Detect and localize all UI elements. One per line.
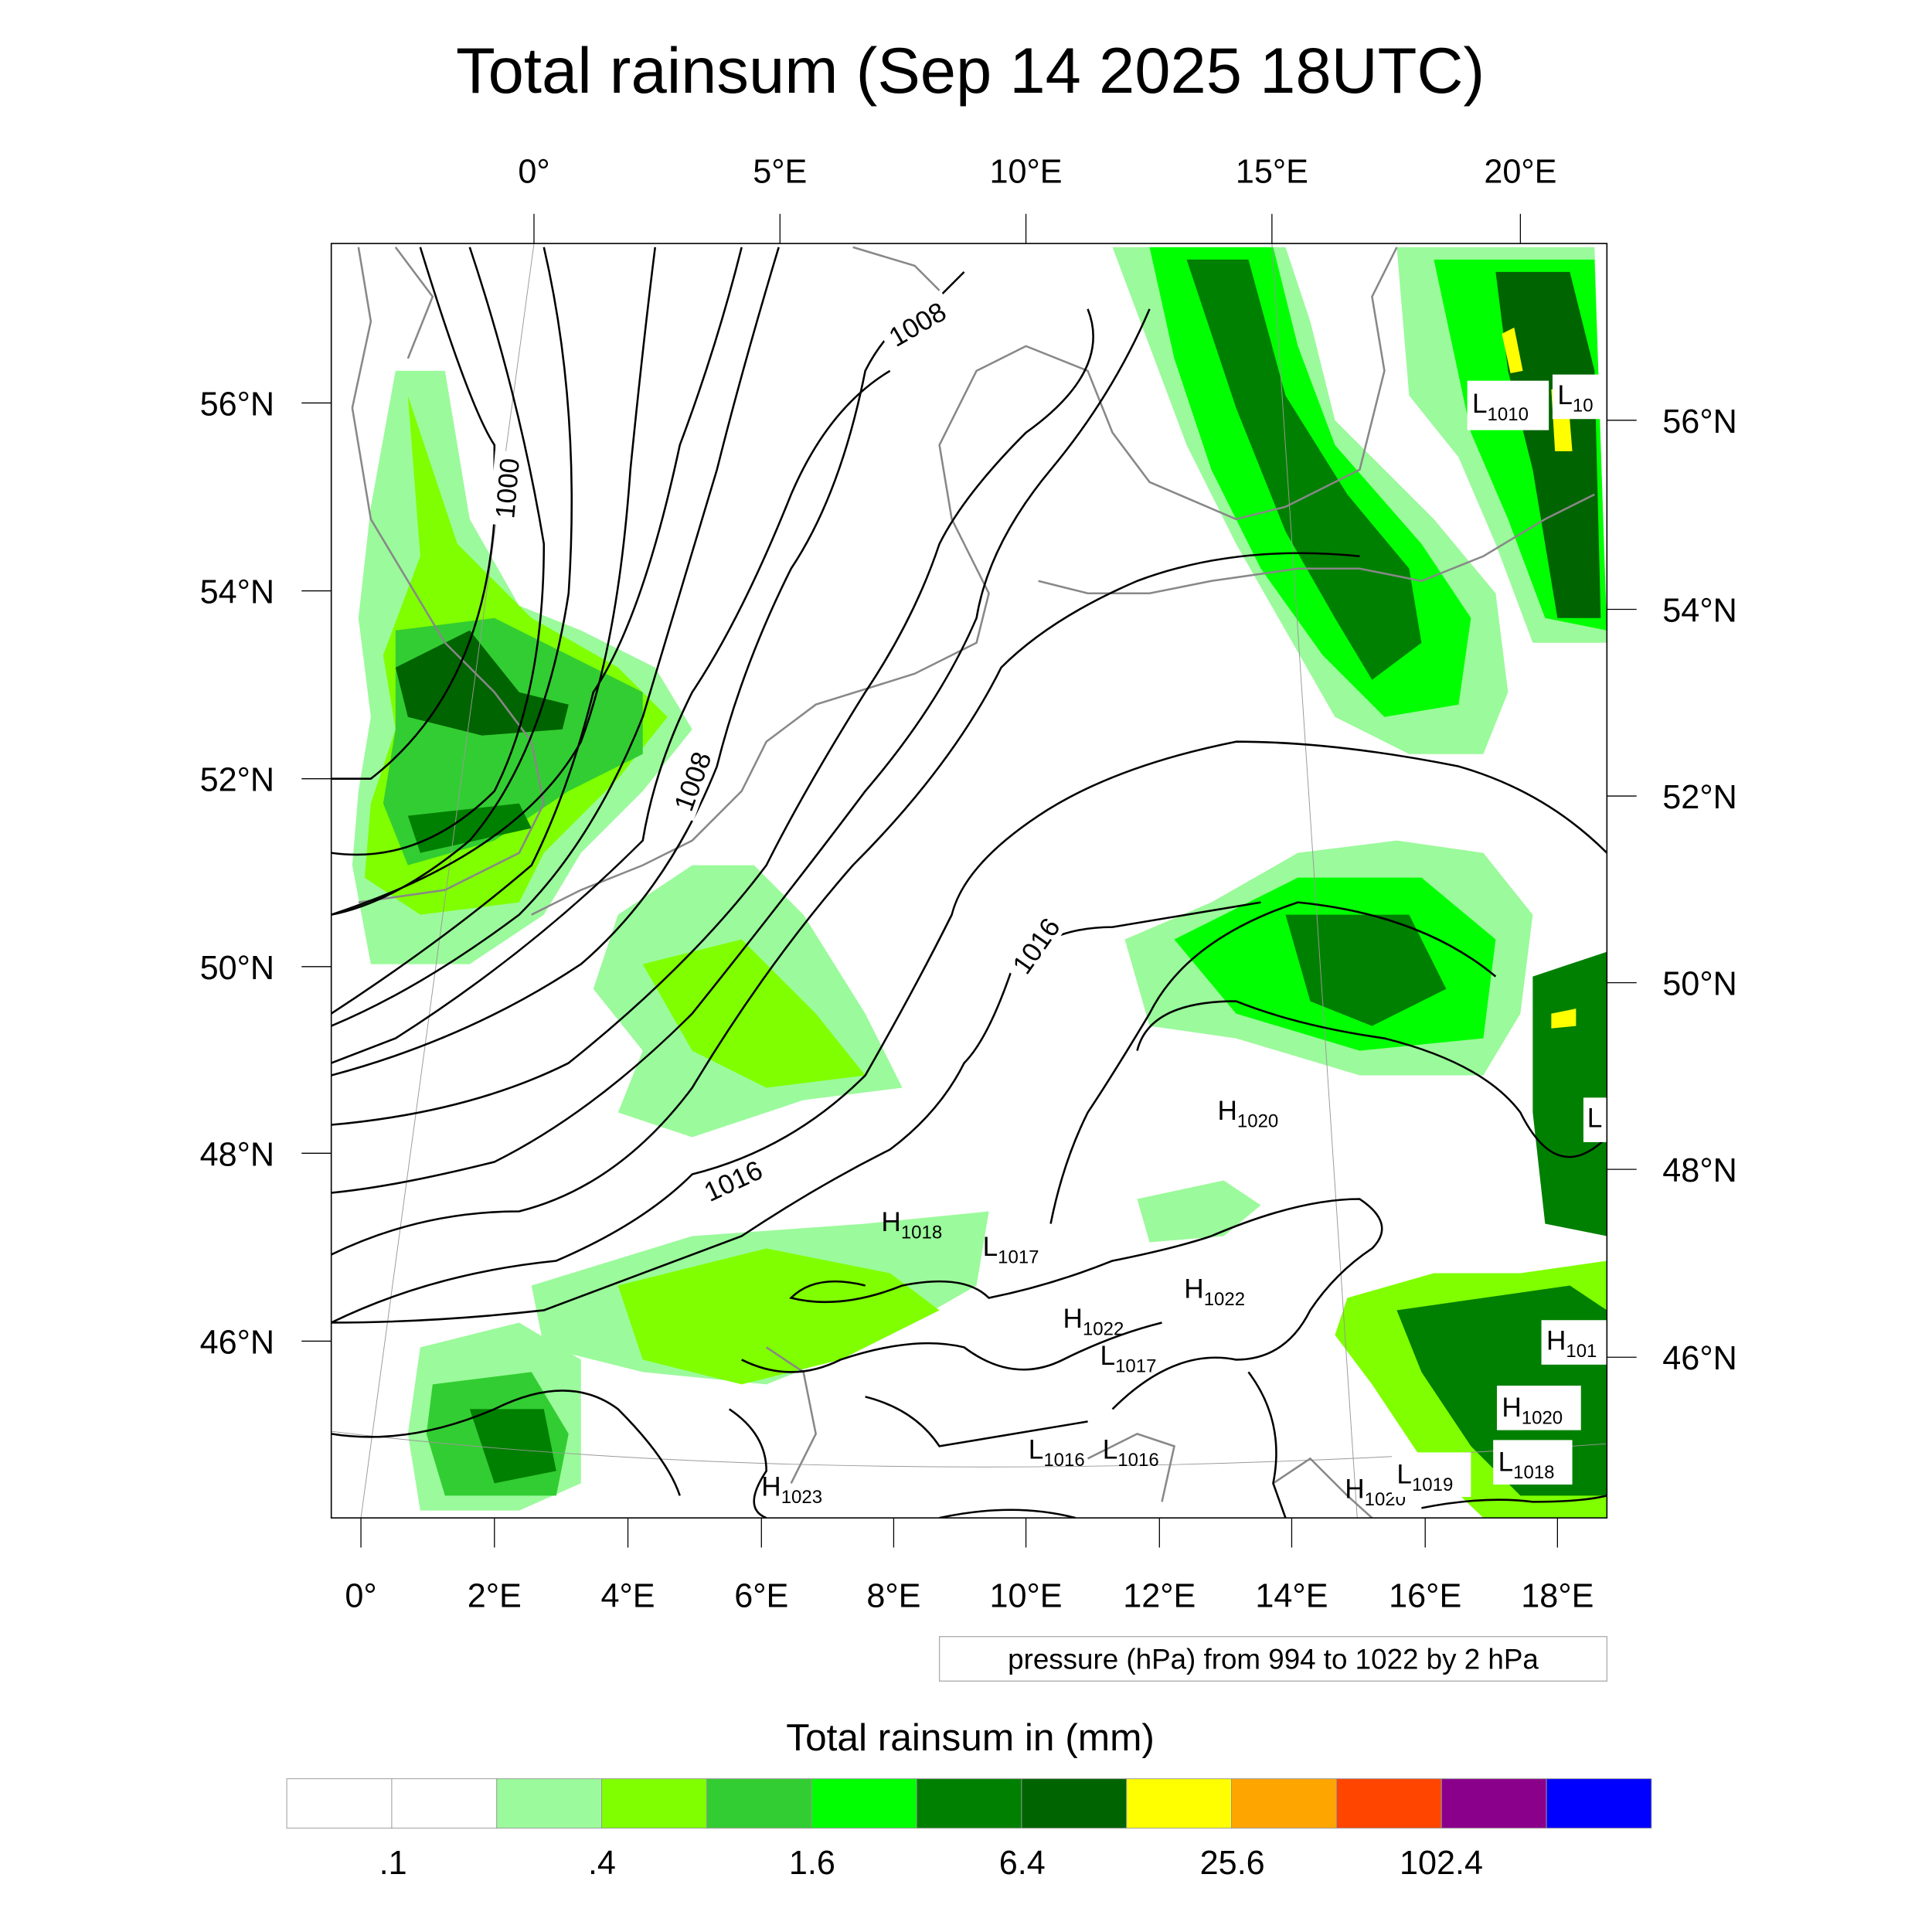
- colorbar-label: 1.6: [789, 1845, 835, 1882]
- rain-area-czech-dark: [1285, 914, 1447, 1026]
- bottom-tick-label: 12°E: [1123, 1577, 1196, 1614]
- bottom-tick-label: 14°E: [1255, 1577, 1328, 1614]
- contour-label: 1000: [490, 457, 526, 519]
- left-tick-label: 52°N: [200, 762, 274, 799]
- rain-area-alps-mid: [617, 1248, 940, 1385]
- pressure-center-label: L1018: [1498, 1447, 1555, 1483]
- top-tick-label: 0°: [518, 154, 549, 191]
- left-tick-label: 54°N: [200, 574, 274, 611]
- colorbar: Total rainsum in (mm) .1 .4 1.6 6.4 25.6…: [286, 1716, 1652, 1882]
- left-tick-label: 56°N: [200, 386, 274, 423]
- pressure-center-label: L1016: [1103, 1434, 1159, 1471]
- rain-area-baltic-dark: [1186, 259, 1422, 680]
- rain-area-austria: [1137, 1180, 1261, 1243]
- left-tick-label: 50°N: [200, 950, 274, 987]
- top-tick-label: 10°E: [990, 154, 1063, 191]
- bottom-tick-label: 0°: [345, 1577, 376, 1614]
- colorbar-label: .4: [588, 1845, 616, 1882]
- rain-area-france-mid: [642, 939, 866, 1088]
- right-axis: 56°N 54°N 52°N 50°N 48°N 46°N: [1607, 403, 1737, 1377]
- chart-title: Total rainsum (Sep 14 2025 18UTC): [456, 35, 1485, 107]
- top-tick-label: 20°E: [1484, 154, 1556, 191]
- bottom-axis: 0° 2°E 4°E 6°E 8°E 10°E 12°E 14°E 16°E 1…: [345, 1518, 1594, 1614]
- colorbar-box: [1546, 1778, 1652, 1829]
- pressure-center-label: L: [1587, 1104, 1603, 1134]
- rain-area-uk-band: [407, 803, 532, 853]
- bottom-tick-label: 2°E: [468, 1577, 522, 1614]
- colorbar-box: [1021, 1778, 1128, 1829]
- map-frame: [330, 243, 1608, 1519]
- left-axis: 56°N 54°N 52°N 50°N 48°N 46°N: [200, 386, 332, 1361]
- coastlines: [351, 246, 1595, 1519]
- colorbar-box: [916, 1778, 1022, 1829]
- bottom-tick-label: 4°E: [601, 1577, 655, 1614]
- right-tick-label: 56°N: [1662, 403, 1736, 440]
- bottom-tick-label: 16°E: [1389, 1577, 1461, 1614]
- pressure-center-label: H1022: [1184, 1274, 1245, 1310]
- top-tick-label: 15°E: [1236, 154, 1308, 191]
- colorbar-label: 102.4: [1400, 1845, 1483, 1882]
- top-axis: 0° 5°E 10°E 15°E 20°E: [518, 154, 1556, 244]
- right-tick-label: 50°N: [1662, 966, 1736, 1003]
- colorbar-boxes: [286, 1778, 1652, 1829]
- right-tick-label: 52°N: [1662, 779, 1736, 816]
- contour-info-box: pressure (hPa) from 994 to 1022 by 2 hPa: [938, 1636, 1607, 1682]
- pressure-center-label: L1019: [1396, 1459, 1453, 1495]
- colorbar-label: .1: [379, 1845, 407, 1882]
- rain-area-east-yellow: [1502, 327, 1573, 451]
- rain-area-east-dark: [1495, 271, 1601, 618]
- right-tick-label: 48°N: [1662, 1152, 1736, 1189]
- meridian-15e: [1271, 243, 1358, 1519]
- colorbar-box: [1335, 1778, 1442, 1829]
- contour-labels: 1008 1000 1008 1016 1016: [488, 292, 1070, 1210]
- pressure-center-label: L1017: [983, 1232, 1039, 1268]
- colorbar-box: [1231, 1778, 1337, 1829]
- contour-info-text: pressure (hPa) from 994 to 1022 by 2 hPa: [1008, 1643, 1539, 1675]
- colorbar-box: [496, 1778, 603, 1829]
- bottom-tick-label: 18°E: [1521, 1577, 1594, 1614]
- colorbar-box: [1440, 1778, 1547, 1829]
- pressure-center-label: H1020: [1502, 1393, 1563, 1429]
- pressure-center-label: H1018: [881, 1207, 942, 1243]
- rain-area-sw-dark: [469, 1409, 556, 1484]
- pressure-center-label: L1017: [1100, 1341, 1157, 1377]
- pressure-center-label: H1022: [1063, 1304, 1124, 1340]
- map-area: 1008 1000 1008 1016 1016 H1018 L1017 H10…: [330, 243, 1608, 1519]
- pressure-centers: H1018 L1017 H1022 H1022 L1017 H1020 L101…: [761, 374, 1607, 1510]
- colorbar-box: [286, 1778, 393, 1829]
- bottom-tick-label: 6°E: [734, 1577, 788, 1614]
- colorbar-box: [1126, 1778, 1233, 1829]
- colorbar-label: 6.4: [999, 1845, 1046, 1882]
- colorbar-box: [391, 1778, 498, 1829]
- right-tick-label: 54°N: [1662, 593, 1736, 630]
- pressure-center-label: H1020: [1217, 1096, 1278, 1132]
- bottom-tick-label: 10°E: [990, 1577, 1063, 1614]
- top-tick-label: 5°E: [753, 154, 807, 191]
- colorbar-box: [601, 1778, 707, 1829]
- pressure-center-label: L10: [1557, 380, 1593, 417]
- colorbar-box: [811, 1778, 917, 1829]
- pressure-center-label: H101: [1546, 1326, 1597, 1362]
- rain-area-slovakia: [1532, 951, 1607, 1236]
- bottom-tick-label: 8°E: [866, 1577, 920, 1614]
- colorbar-title: Total rainsum in (mm): [786, 1716, 1155, 1759]
- colorbar-box: [706, 1778, 812, 1829]
- pressure-center-label: L1010: [1472, 389, 1529, 425]
- left-tick-label: 46°N: [200, 1324, 274, 1361]
- pressure-center-label: L1016: [1029, 1434, 1085, 1471]
- rain-area-slovakia-yellow: [1551, 1009, 1577, 1029]
- colorbar-label: 25.6: [1200, 1845, 1265, 1882]
- rain-field: [352, 247, 1607, 1519]
- left-tick-label: 48°N: [200, 1136, 274, 1173]
- pressure-center-label: H1023: [761, 1471, 822, 1508]
- parallel-45n: [331, 1430, 1607, 1468]
- pressure-contours: [331, 247, 1607, 1519]
- right-tick-label: 46°N: [1662, 1340, 1736, 1377]
